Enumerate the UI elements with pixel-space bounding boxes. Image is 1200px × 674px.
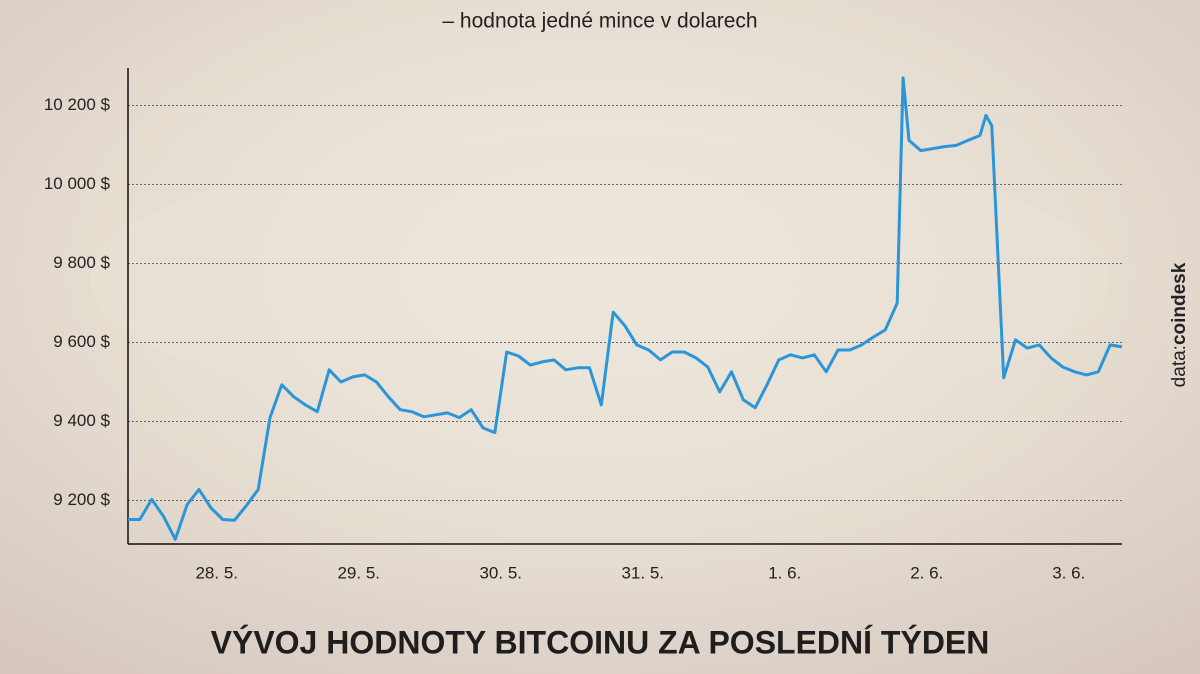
x-tick-label: 2. 6. — [910, 563, 943, 582]
x-tick-label: 30. 5. — [479, 563, 522, 582]
source-label: data: — [1169, 345, 1190, 387]
y-tick-label: 9 800 $ — [53, 253, 110, 272]
x-tick-label: 3. 6. — [1052, 563, 1085, 582]
source: data:coindesk — [1169, 262, 1190, 387]
x-tick-label: 28. 5. — [195, 563, 238, 582]
y-tick-label: 9 600 $ — [53, 332, 110, 351]
coin-decoration — [90, 140, 1110, 420]
data-line — [128, 76, 1123, 541]
x-tick-label: 1. 6. — [768, 563, 801, 582]
x-tick-label: 31. 5. — [621, 563, 664, 582]
y-tick-label: 10 000 $ — [44, 174, 111, 193]
x-tick-label: 29. 5. — [337, 563, 380, 582]
y-tick-label: 9 200 $ — [53, 490, 110, 509]
chart-title: VÝVOJ HODNOTY BITCOINU ZA POSLEDNÍ TÝDEN — [211, 624, 990, 660]
y-tick-label: 9 400 $ — [53, 411, 110, 430]
source-name: coindesk — [1169, 262, 1190, 345]
y-tick-label: 10 200 $ — [44, 95, 111, 114]
chart-subtitle: – hodnota jedné mince v dolarech — [442, 10, 757, 33]
plot-area: 9 200 $ 9 400 $ 9 600 $ 9 800 $ 10 000 $ 10 2… — [44, 68, 1123, 582]
